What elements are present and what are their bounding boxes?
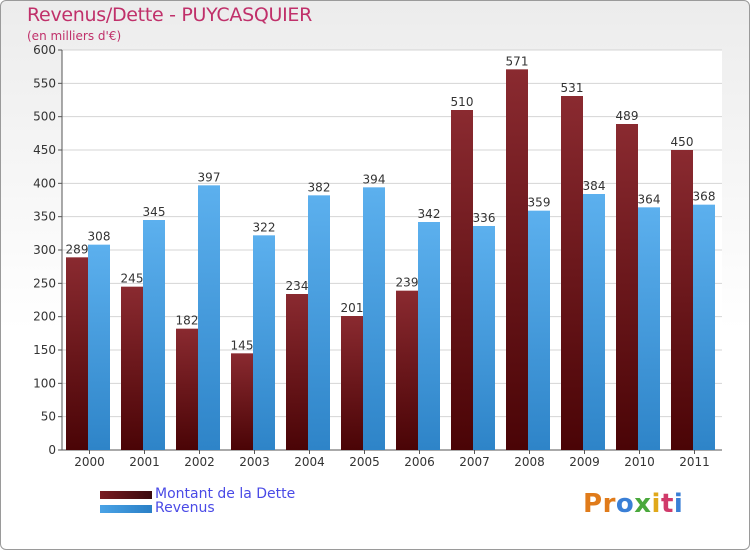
data-label-revenue: 359 xyxy=(528,196,551,210)
bar-debt xyxy=(506,69,528,450)
legend-swatch-revenue xyxy=(100,505,152,513)
data-label-revenue: 394 xyxy=(363,172,386,186)
bar-debt xyxy=(176,328,198,450)
logo-letter: o xyxy=(615,489,635,519)
bar-revenue xyxy=(253,235,275,450)
y-tick-label: 50 xyxy=(41,410,56,424)
bar-revenue xyxy=(418,222,440,450)
data-label-revenue: 336 xyxy=(473,211,496,225)
logo-letter: t xyxy=(660,489,674,519)
bar-debt xyxy=(396,290,418,450)
bar-revenue xyxy=(693,204,715,450)
bar-revenue xyxy=(473,226,495,450)
bar-revenue xyxy=(583,194,605,450)
logo-letter: P xyxy=(583,489,603,519)
proxiti-logo: Proxiti xyxy=(583,489,683,519)
data-label-revenue: 397 xyxy=(198,170,221,184)
bar-revenue xyxy=(88,244,110,450)
chart-title: Revenus/Dette - PUYCASQUIER xyxy=(27,4,313,26)
x-tick-label: 2010 xyxy=(624,455,655,469)
y-tick-label: 200 xyxy=(33,310,56,324)
data-label-debt: 201 xyxy=(341,301,364,315)
y-tick-label: 500 xyxy=(33,110,56,124)
legend-label-revenue: Revenus xyxy=(155,500,215,516)
data-label-revenue: 342 xyxy=(418,207,441,221)
y-tick-label: 400 xyxy=(33,176,56,190)
legend-label-debt: Montant de la Dette xyxy=(155,486,296,502)
x-tick-label: 2000 xyxy=(74,455,105,469)
logo-letter: i xyxy=(673,489,684,519)
x-tick-label: 2008 xyxy=(514,455,545,469)
data-label-revenue: 345 xyxy=(143,205,166,219)
bar-revenue xyxy=(528,210,550,450)
bar-revenue xyxy=(143,220,165,450)
bar-revenue xyxy=(638,207,660,450)
logo-letter: i xyxy=(651,489,661,519)
y-tick-label: 250 xyxy=(33,276,56,290)
bar-revenue xyxy=(363,187,385,451)
x-tick-label: 2011 xyxy=(679,455,710,469)
data-label-debt: 245 xyxy=(121,272,144,286)
bar-debt xyxy=(121,286,143,450)
data-label-debt: 239 xyxy=(396,276,419,290)
x-tick-label: 2001 xyxy=(129,455,160,469)
bar-revenue xyxy=(308,195,330,450)
bar-debt xyxy=(341,316,363,450)
data-label-revenue: 308 xyxy=(88,230,111,244)
bar-debt xyxy=(66,257,88,450)
x-tick-label: 2007 xyxy=(459,455,490,469)
logo-letter: r xyxy=(602,489,616,519)
data-label-debt: 234 xyxy=(286,279,309,293)
data-label-debt: 531 xyxy=(561,81,584,95)
data-label-debt: 489 xyxy=(616,109,639,123)
data-label-revenue: 364 xyxy=(638,192,661,206)
bar-debt xyxy=(616,124,638,450)
data-label-revenue: 322 xyxy=(253,220,276,234)
data-label-debt: 571 xyxy=(506,54,529,68)
legend-swatch-debt xyxy=(100,491,152,499)
bar-debt xyxy=(671,150,693,450)
y-tick-label: 100 xyxy=(33,376,56,390)
bar-debt xyxy=(286,294,308,450)
x-tick-label: 2005 xyxy=(349,455,380,469)
data-label-debt: 289 xyxy=(66,242,89,256)
y-tick-label: 450 xyxy=(33,143,56,157)
y-tick-label: 350 xyxy=(33,210,56,224)
chart-subtitle: (en milliers d'€) xyxy=(27,29,122,43)
logo-letter: x xyxy=(634,489,652,519)
y-tick-label: 550 xyxy=(33,76,56,90)
x-tick-label: 2006 xyxy=(404,455,435,469)
data-label-debt: 510 xyxy=(451,95,474,109)
x-tick-label: 2003 xyxy=(239,455,270,469)
bar-debt xyxy=(451,110,473,450)
y-tick-label: 300 xyxy=(33,243,56,257)
data-label-debt: 182 xyxy=(176,314,199,328)
x-tick-label: 2009 xyxy=(569,455,600,469)
x-tick-label: 2004 xyxy=(294,455,325,469)
bar-debt xyxy=(231,353,253,450)
y-tick-label: 0 xyxy=(48,443,56,457)
data-label-debt: 450 xyxy=(671,135,694,149)
data-label-revenue: 368 xyxy=(693,190,716,204)
bar-debt xyxy=(561,96,583,450)
bar-revenue xyxy=(198,185,220,451)
x-tick-label: 2002 xyxy=(184,455,215,469)
y-tick-label: 600 xyxy=(33,43,56,57)
data-label-revenue: 384 xyxy=(583,179,606,193)
data-label-revenue: 382 xyxy=(308,180,331,194)
data-label-debt: 145 xyxy=(231,338,254,352)
y-tick-label: 150 xyxy=(33,343,56,357)
